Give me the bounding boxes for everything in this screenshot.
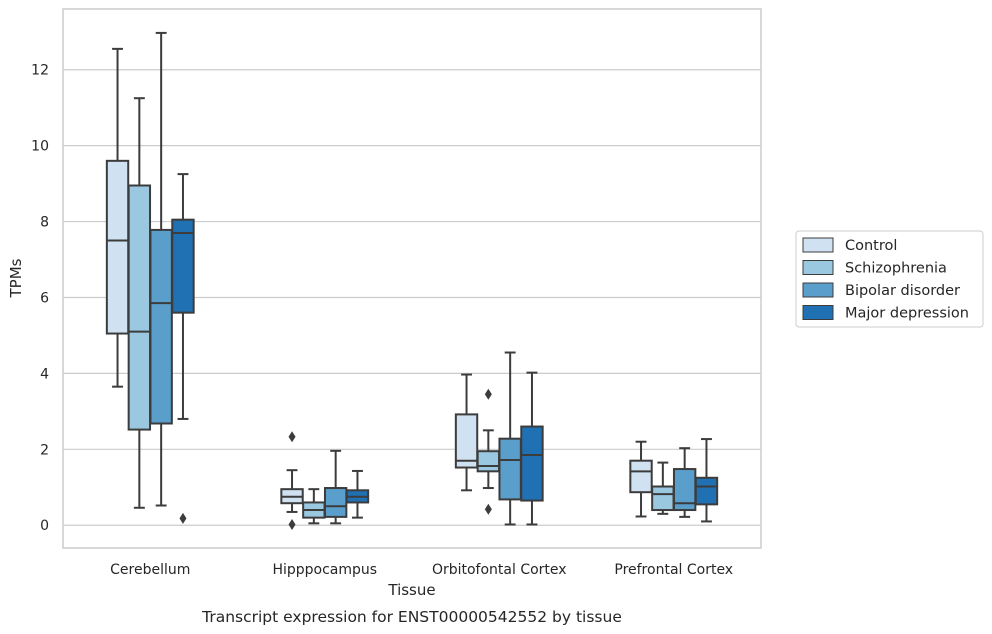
box-body bbox=[454, 413, 479, 469]
outlier-point bbox=[484, 503, 492, 515]
outlier-point bbox=[288, 518, 296, 530]
legend-swatch bbox=[802, 282, 834, 298]
y-tick-labels: 0 2 4 6 8 10 12 bbox=[31, 63, 49, 534]
x-tick-label: Hipppocampus bbox=[272, 562, 377, 578]
box-group bbox=[127, 97, 152, 509]
box-body bbox=[476, 450, 501, 473]
legend-swatch bbox=[802, 260, 834, 275]
box-body bbox=[651, 485, 675, 512]
legend-label: Control bbox=[845, 238, 897, 254]
box-group bbox=[149, 31, 173, 507]
chart-title: Transcript expression for ENST0000054255… bbox=[201, 608, 622, 626]
legend-label: Major depression bbox=[845, 306, 969, 322]
box-body bbox=[498, 437, 522, 501]
box-body bbox=[171, 218, 195, 314]
box-group bbox=[629, 440, 653, 518]
box-group bbox=[280, 431, 304, 530]
legend-label: Bipolar disorder bbox=[845, 283, 960, 299]
y-tick-label: 0 bbox=[40, 518, 49, 534]
y-tick-label: 4 bbox=[40, 366, 49, 382]
x-tick-label: Prefrontal Cortex bbox=[614, 562, 733, 578]
legend: Control Schizophrenia Bipolar disorder Majo… bbox=[795, 230, 984, 328]
box-body bbox=[694, 476, 719, 506]
legend-swatch bbox=[802, 237, 834, 253]
y-tick-label: 2 bbox=[40, 442, 49, 458]
y-tick-label: 10 bbox=[31, 139, 49, 155]
box-group bbox=[651, 461, 675, 515]
x-tick-labels: Cerebellum Hipppocampus Orbitofontal Corte… bbox=[110, 562, 733, 578]
box-group bbox=[302, 488, 326, 525]
outlier-point bbox=[179, 512, 187, 524]
box-group bbox=[171, 173, 195, 524]
legend-label: Schizophrenia bbox=[845, 261, 947, 277]
legend-swatch bbox=[802, 305, 834, 320]
box-group bbox=[345, 469, 370, 519]
box-body bbox=[149, 228, 173, 425]
x-tick-label: Orbitofontal Cortex bbox=[432, 562, 567, 578]
box-group bbox=[476, 388, 501, 515]
box-group bbox=[520, 371, 544, 526]
box-body bbox=[629, 459, 653, 494]
box-body bbox=[323, 487, 348, 518]
box-body bbox=[105, 159, 130, 335]
box-body bbox=[127, 184, 152, 431]
box-body bbox=[520, 425, 544, 502]
box-series bbox=[105, 31, 719, 530]
y-tick-label: 6 bbox=[40, 290, 49, 306]
x-axis-title: Tissue bbox=[387, 581, 435, 599]
box-group bbox=[694, 438, 719, 523]
y-tick-label: 8 bbox=[40, 215, 49, 231]
legend-frame bbox=[795, 230, 984, 328]
outlier-point bbox=[484, 388, 492, 400]
outlier-point bbox=[288, 431, 296, 443]
y-axis-title: TPMs bbox=[7, 258, 25, 298]
box-group bbox=[454, 373, 479, 492]
y-tick-label: 12 bbox=[31, 63, 49, 79]
x-tick-label: Cerebellum bbox=[110, 562, 190, 578]
